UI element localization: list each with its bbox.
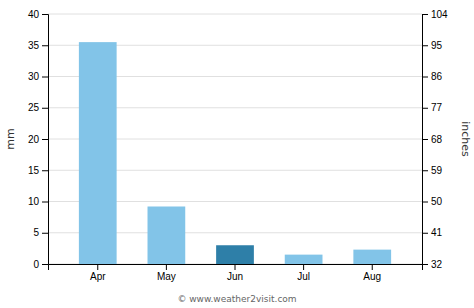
tick: 32 [422,259,443,270]
tick-mark [422,170,428,171]
tick-mark [42,264,48,265]
tick-mark [235,264,236,270]
x-axis: Apr May Jun Jul Aug [49,264,423,282]
tick: 68 [422,134,443,145]
bar [216,245,254,264]
axis-line [423,15,429,265]
y2-axis: 32 41 50 59 68 77 86 95 104 [422,9,448,270]
bar [353,250,391,264]
tick-mark [42,77,48,78]
tick: 50 [422,196,443,207]
axis-line [42,15,49,265]
tick: Jun [227,264,243,282]
tick-mark [422,202,428,203]
tick-mark [42,170,48,171]
y2-axis-title: inches [459,121,472,157]
tick: 41 [422,227,443,238]
tick: 95 [422,40,443,51]
tick: 30 [28,71,48,82]
tick-label: Apr [90,271,106,282]
tick-label: 77 [431,102,443,113]
tick: 40 [28,9,48,20]
tick-label: 104 [431,9,448,20]
tick: 5 [33,227,48,238]
tick-label: May [157,271,176,282]
bars [79,42,391,264]
tick: 59 [422,165,443,176]
tick-label: 41 [431,227,443,238]
tick-label: 68 [431,134,443,145]
tick-mark [422,14,428,15]
footer: © www.weather2visit.com [177,294,296,304]
tick: 35 [28,40,48,51]
tick: May [157,264,176,282]
tick-mark [422,108,428,109]
bar [79,42,117,264]
tick-mark [42,108,48,109]
tick: 86 [422,71,443,82]
y-axis-title: mm [4,128,17,149]
tick-label: 10 [28,196,40,207]
tick-label: 20 [28,134,40,145]
tick-label: 5 [33,227,39,238]
tick-label: 32 [431,259,443,270]
plot: Apr May Jun Jul Aug 0 5 10 15 20 25 30 35 40 32 41 50 59 6… [4,9,472,282]
tick-mark [422,45,428,46]
tick: Aug [363,264,381,282]
tick: 25 [28,102,48,113]
tick-mark [372,264,373,270]
tick-mark [42,14,48,15]
chart: Apr May Jun Jul Aug 0 5 10 15 20 25 30 35 40 32 41 50 59 6… [0,0,474,308]
grid-line [48,14,422,15]
tick-mark [303,264,304,270]
tick-mark [422,77,428,78]
tick-label: 95 [431,40,443,51]
bar [148,207,186,265]
tick-label: 25 [28,102,40,113]
tick: 10 [28,196,48,207]
tick-label: 15 [28,165,40,176]
tick-mark [42,139,48,140]
grid [48,14,422,264]
tick-label: 40 [28,9,40,20]
tick: 20 [28,134,48,145]
tick: Jul [297,264,310,282]
tick-label: 30 [28,71,40,82]
tick: 15 [28,165,48,176]
tick-mark [97,264,98,270]
tick-mark [422,264,428,265]
axis-line [49,265,423,271]
tick-label: 59 [431,165,443,176]
tick: Apr [90,264,106,282]
tick: 77 [422,102,443,113]
tick-label: 0 [33,259,39,270]
tick-mark [422,233,428,234]
tick-label: Jul [297,271,310,282]
tick-label: Jun [227,271,243,282]
tick-label: Aug [363,271,381,282]
tick-mark [42,45,48,46]
bar [285,255,323,264]
tick-mark [42,233,48,234]
tick-mark [166,264,167,270]
y-axis: 0 5 10 15 20 25 30 35 40 [28,9,49,270]
tick-mark [422,139,428,140]
tick-label: 35 [28,40,40,51]
tick-mark [42,202,48,203]
tick-label: 50 [431,196,443,207]
tick-label: 86 [431,71,443,82]
tick: 0 [33,259,48,270]
tick: 104 [422,9,448,20]
